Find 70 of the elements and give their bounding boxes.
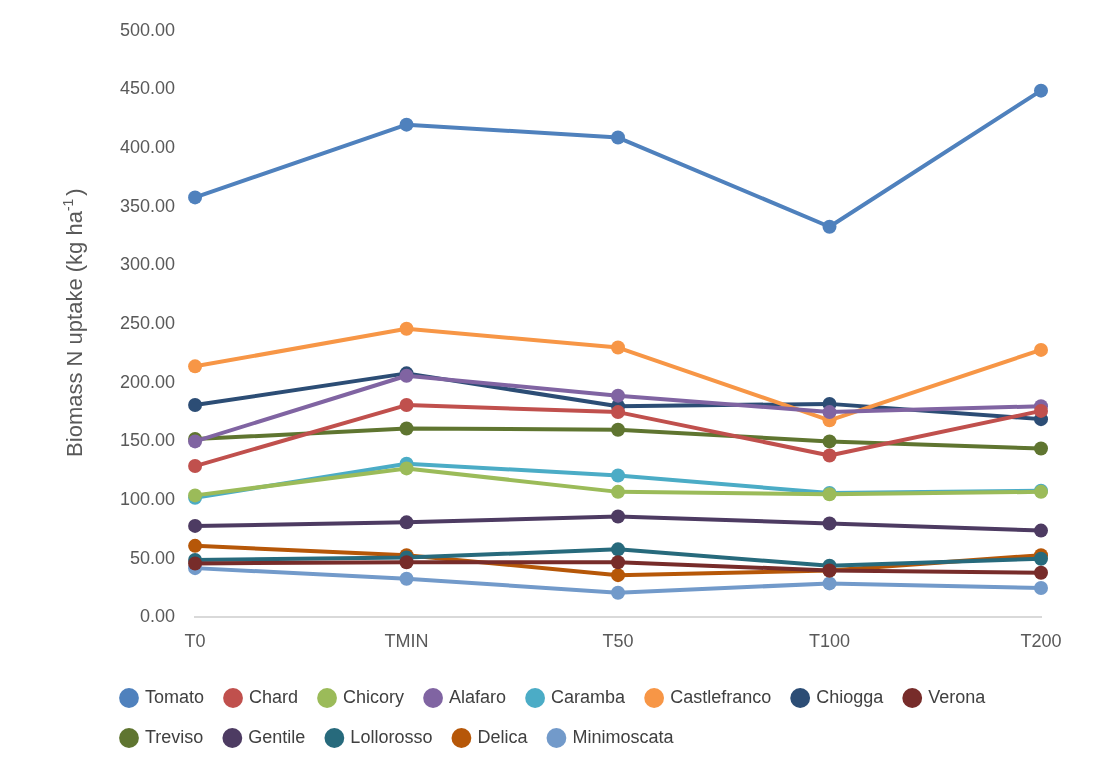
- point: [399, 571, 414, 586]
- y-tick-label: 350.00: [119, 195, 176, 216]
- legend-label: Chicory: [343, 686, 405, 707]
- x-tick-label: T100: [809, 631, 851, 652]
- point: [611, 422, 626, 437]
- legend-label: Gentile: [248, 726, 306, 747]
- y-tick-label: 500.00: [119, 19, 176, 40]
- point: [611, 468, 626, 483]
- point: [611, 555, 626, 570]
- point: [399, 461, 414, 476]
- y-axis-title: Biomass N uptake (kg ha-1): [60, 188, 87, 457]
- point: [822, 434, 837, 449]
- y-tick-label: 300.00: [119, 254, 176, 275]
- point: [188, 398, 203, 413]
- y-tick-label: 200.00: [119, 371, 176, 392]
- y-tick-label: 400.00: [119, 137, 176, 158]
- legend-label: Verona: [928, 686, 987, 707]
- point: [188, 459, 203, 474]
- point: [611, 388, 626, 403]
- y-tick-label: 150.00: [119, 430, 176, 451]
- x-tick-label: T200: [1020, 631, 1062, 652]
- point: [822, 448, 837, 463]
- y-tick-label: 450.00: [119, 78, 176, 99]
- legend-label: Treviso: [145, 726, 204, 747]
- point: [822, 576, 837, 591]
- point: [188, 359, 203, 374]
- y-tick-label: 250.00: [119, 313, 176, 334]
- legend-label: Alafaro: [449, 686, 507, 707]
- point: [611, 130, 626, 145]
- point: [1034, 565, 1048, 580]
- point: [188, 518, 203, 533]
- legend-label: Chard: [249, 686, 299, 707]
- point: [611, 405, 626, 420]
- point: [399, 321, 414, 336]
- point: [399, 515, 414, 530]
- point: [611, 509, 626, 524]
- point: [1034, 581, 1048, 596]
- point: [611, 340, 626, 355]
- legend-label: Tomato: [145, 686, 205, 707]
- point: [188, 538, 203, 553]
- point: [611, 484, 626, 499]
- point: [399, 555, 414, 570]
- point: [611, 568, 626, 583]
- legend-label: Castlefranco: [670, 686, 772, 707]
- point: [1034, 342, 1048, 357]
- point: [188, 556, 203, 571]
- x-tick-label: T50: [602, 631, 634, 652]
- point: [399, 117, 414, 132]
- point: [1034, 441, 1048, 456]
- point: [822, 219, 837, 234]
- legend-label: Chiogga: [816, 686, 885, 707]
- y-tick-label: 50.00: [130, 547, 176, 568]
- point: [399, 398, 414, 413]
- x-tick-label: T0: [184, 631, 206, 652]
- point: [1034, 83, 1048, 98]
- point: [399, 421, 414, 436]
- legend-label: Lollorosso: [350, 726, 433, 747]
- x-tick-label: TMIN: [384, 631, 429, 652]
- legend-label: Delica: [477, 726, 529, 747]
- point: [822, 516, 837, 531]
- point: [822, 405, 837, 420]
- y-tick-label: 100.00: [119, 489, 176, 510]
- legend-label: Minimoscata: [572, 726, 675, 747]
- point: [611, 542, 626, 557]
- point: [1034, 403, 1048, 418]
- y-tick-label: 0.00: [140, 606, 176, 627]
- point: [611, 585, 626, 600]
- point: [1034, 523, 1048, 538]
- point: [188, 190, 203, 205]
- legend-label: Caramba: [551, 686, 627, 707]
